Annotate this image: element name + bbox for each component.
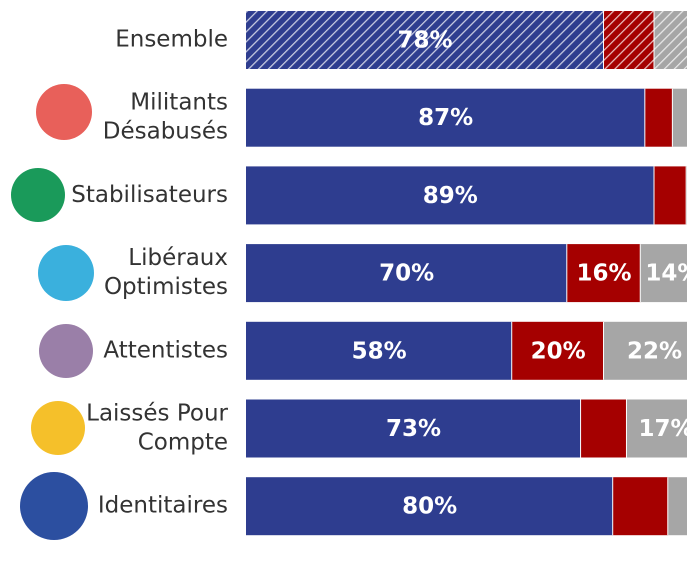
bar-segment bbox=[613, 477, 669, 536]
bar-segment bbox=[604, 321, 687, 380]
bar-segment bbox=[672, 88, 687, 147]
category-label: Optimistes bbox=[104, 274, 228, 300]
bar-segment bbox=[640, 244, 687, 303]
bar-segment bbox=[668, 477, 687, 536]
bar-segment bbox=[246, 321, 513, 380]
avatars bbox=[11, 84, 94, 540]
category-label: Laissés Pour bbox=[86, 401, 228, 427]
category-label: Stabilisateurs bbox=[71, 182, 228, 208]
avatar bbox=[31, 401, 85, 455]
bar-segment bbox=[567, 244, 641, 303]
value-label: 16% bbox=[576, 261, 631, 287]
bar-segment bbox=[246, 244, 568, 303]
category-label: Attentistes bbox=[103, 337, 228, 363]
category-label: Compte bbox=[138, 430, 228, 456]
value-label: 73% bbox=[386, 416, 441, 442]
category-label: Désabusés bbox=[103, 119, 228, 145]
category-label: Identitaires bbox=[98, 493, 228, 519]
bar-segment bbox=[581, 399, 627, 458]
value-label: 89% bbox=[423, 183, 478, 209]
bar-segment bbox=[645, 88, 673, 147]
bar-segment bbox=[654, 166, 687, 225]
bar-segment bbox=[246, 477, 614, 536]
bar-hatch bbox=[654, 11, 687, 69]
value-label: 17% bbox=[638, 416, 687, 442]
avatar bbox=[11, 168, 65, 222]
category-label: Libéraux bbox=[128, 245, 228, 271]
bar-segment bbox=[246, 166, 655, 225]
value-label: 22% bbox=[627, 338, 682, 364]
bar-segment bbox=[246, 399, 582, 458]
bar-hatch bbox=[604, 11, 655, 69]
value-label: 14% bbox=[645, 261, 687, 287]
value-label: 80% bbox=[402, 494, 457, 520]
category-label: Militants bbox=[130, 90, 228, 116]
avatar bbox=[36, 84, 92, 140]
bar-segment bbox=[512, 321, 605, 380]
value-label: 70% bbox=[379, 261, 434, 287]
bar-hatch bbox=[246, 11, 605, 69]
avatar bbox=[20, 472, 88, 540]
avatar bbox=[38, 245, 94, 301]
value-label: 20% bbox=[531, 338, 586, 364]
value-label: 78% bbox=[397, 28, 452, 54]
avatar bbox=[39, 324, 93, 378]
bar-segment bbox=[246, 88, 646, 147]
value-label: 87% bbox=[418, 105, 473, 131]
value-label: 58% bbox=[352, 338, 407, 364]
category-label: Ensemble bbox=[115, 27, 228, 53]
bar-segment bbox=[626, 399, 687, 458]
